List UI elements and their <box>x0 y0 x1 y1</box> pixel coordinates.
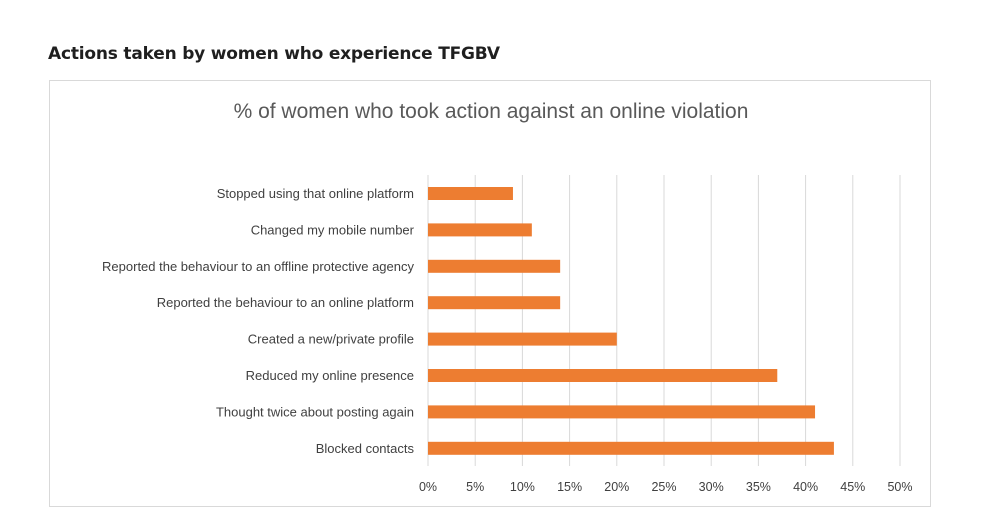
x-tick-label: 15% <box>557 480 582 494</box>
category-label: Reported the behaviour to an online plat… <box>157 295 414 310</box>
category-label: Stopped using that online platform <box>217 186 414 201</box>
category-label: Changed my mobile number <box>251 222 415 237</box>
bar <box>428 187 513 200</box>
section-heading: Actions taken by women who experience TF… <box>48 44 500 64</box>
category-label: Reported the behaviour to an offline pro… <box>102 259 414 274</box>
x-tick-label: 35% <box>746 480 771 494</box>
bar <box>428 332 617 346</box>
category-label: Blocked contacts <box>316 441 415 456</box>
category-label: Reduced my online presence <box>246 368 414 383</box>
bar-chart: % of women who took action against an on… <box>102 100 912 494</box>
x-tick-label: 5% <box>466 480 484 494</box>
x-tick-label: 30% <box>699 480 724 494</box>
x-tick-label: 45% <box>840 480 865 494</box>
x-tick-label: 50% <box>887 480 912 494</box>
bar <box>428 296 561 310</box>
x-tick-label: 10% <box>510 480 535 494</box>
x-tick-label: 0% <box>419 480 437 494</box>
x-tick-label: 25% <box>651 480 676 494</box>
chart-title: % of women who took action against an on… <box>234 100 749 123</box>
x-tick-label: 20% <box>604 480 629 494</box>
category-label: Created a new/private profile <box>248 332 414 347</box>
category-label: Thought twice about posting again <box>216 404 414 419</box>
chart-frame: % of women who took action against an on… <box>49 80 931 507</box>
bar <box>428 369 778 382</box>
bar <box>428 223 532 237</box>
bar <box>428 405 816 419</box>
x-tick-label: 40% <box>793 480 818 494</box>
bar <box>428 441 834 455</box>
bar <box>428 259 561 273</box>
